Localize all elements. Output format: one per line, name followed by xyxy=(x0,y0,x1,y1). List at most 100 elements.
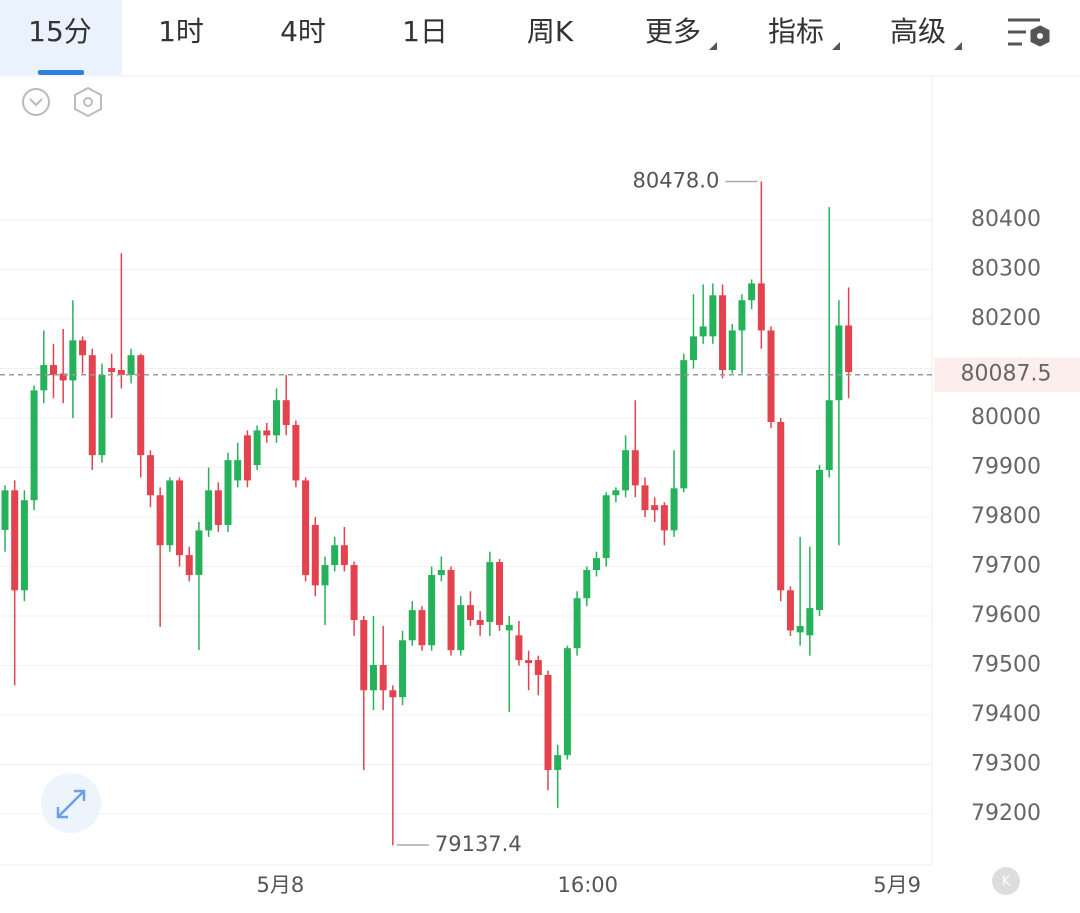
y-tick-label: 80400 xyxy=(971,207,1041,232)
candle-body xyxy=(98,374,106,456)
candle-body xyxy=(137,355,145,456)
candle-body xyxy=(728,330,736,371)
annotation-label: 80478.0 xyxy=(632,168,719,192)
candle-body xyxy=(651,505,659,511)
candle-body xyxy=(525,660,533,664)
collapse-icon[interactable] xyxy=(22,88,50,116)
candle-body xyxy=(757,283,765,331)
candle-body xyxy=(825,400,833,471)
candle-body xyxy=(69,340,77,381)
k-icon: K xyxy=(1002,875,1011,890)
dropdown-mark xyxy=(832,42,840,50)
candle-body xyxy=(641,485,649,511)
candle-body xyxy=(428,574,436,646)
candle-body xyxy=(670,488,678,531)
candle-body xyxy=(680,360,688,489)
candles xyxy=(1,181,853,846)
candle-body xyxy=(486,562,494,622)
dropdown-mark xyxy=(954,42,962,50)
candle-body xyxy=(534,660,542,675)
candle-body xyxy=(20,500,28,591)
candle-body xyxy=(466,605,474,620)
tab-bar: 15分 1时 4时 1日 周K 更多 指标 高级 xyxy=(28,15,962,50)
active-tab-bg xyxy=(0,0,122,75)
settings-icon[interactable] xyxy=(1008,18,1050,47)
tab[interactable]: 更多 xyxy=(645,15,701,48)
candle-body xyxy=(699,326,707,337)
grid xyxy=(0,219,932,815)
candle-body xyxy=(806,608,814,636)
tab[interactable]: 15分 xyxy=(28,15,92,48)
candle-body xyxy=(622,450,630,491)
candle-body xyxy=(321,565,329,586)
candle-body xyxy=(176,480,184,556)
candle-body xyxy=(554,755,562,770)
tab[interactable]: 周K xyxy=(527,15,574,48)
candle-body xyxy=(845,325,853,373)
candle-body xyxy=(389,690,397,698)
candle-body xyxy=(127,355,135,375)
candle-body xyxy=(292,424,300,481)
candle-body xyxy=(418,610,426,646)
k-button[interactable] xyxy=(992,867,1020,895)
candle-body xyxy=(505,624,513,631)
x-tick-label: 16:00 xyxy=(558,873,619,897)
candle-body xyxy=(350,565,358,620)
candle-body xyxy=(49,365,57,375)
tab[interactable]: 高级 xyxy=(890,15,946,48)
candle-body xyxy=(796,625,804,633)
expand-icon xyxy=(56,789,86,819)
tab[interactable]: 4时 xyxy=(280,15,326,48)
last-price-box xyxy=(934,357,1080,392)
candle-body xyxy=(496,562,504,625)
candle-body xyxy=(457,605,465,651)
candle-body xyxy=(602,495,610,559)
candle-body xyxy=(447,569,455,651)
settings-hex-dot xyxy=(83,97,93,107)
y-tick-label: 80200 xyxy=(971,306,1041,331)
candle-body xyxy=(748,283,756,301)
y-tick-label: 80300 xyxy=(971,257,1041,282)
settings-hex-icon[interactable] xyxy=(74,86,102,118)
y-tick-label: 79500 xyxy=(971,653,1041,678)
candle-body xyxy=(214,490,222,525)
candle-body xyxy=(515,635,523,661)
candle-body xyxy=(108,368,116,373)
y-tick-label: 79800 xyxy=(971,504,1041,529)
active-tab-underline xyxy=(38,70,84,75)
candle-body xyxy=(777,422,785,591)
candle-body xyxy=(689,336,697,361)
dropdown-mark xyxy=(709,42,717,50)
candle-body xyxy=(738,300,746,331)
candle-body xyxy=(185,555,193,575)
candle-body xyxy=(146,455,154,496)
annotation-label: 79137.4 xyxy=(435,832,522,856)
candle-body xyxy=(767,330,775,423)
candle-body xyxy=(660,505,668,531)
candle-body xyxy=(195,530,203,575)
candle-body xyxy=(282,400,290,425)
candle-body xyxy=(311,524,319,586)
candle-body xyxy=(592,558,600,570)
candle-body xyxy=(234,460,242,481)
last-price-label: 80087.5 xyxy=(961,362,1052,387)
candle-body xyxy=(340,545,348,566)
candle-body xyxy=(59,373,67,381)
tab[interactable]: 1时 xyxy=(158,15,204,48)
candle-body xyxy=(302,480,310,575)
candle-body xyxy=(369,665,377,691)
candle-body xyxy=(408,610,416,641)
y-tick-label: 79700 xyxy=(971,554,1041,579)
y-tick-label: 79300 xyxy=(971,752,1041,777)
candle-body xyxy=(88,355,96,456)
tab[interactable]: 1日 xyxy=(402,15,448,48)
tab[interactable]: 指标 xyxy=(768,15,824,48)
y-tick-label: 79600 xyxy=(971,603,1041,628)
candle-body xyxy=(40,365,48,391)
candle-body xyxy=(612,490,620,496)
candle-body xyxy=(253,430,261,466)
candle-body xyxy=(273,400,281,436)
candle-body xyxy=(573,598,581,649)
